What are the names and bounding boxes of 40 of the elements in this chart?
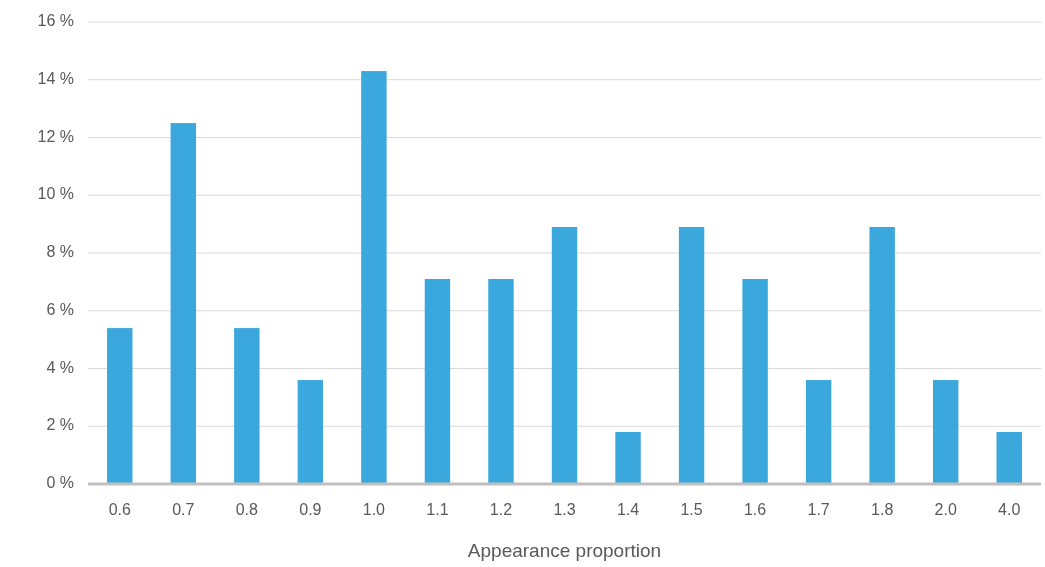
bar bbox=[932, 380, 959, 484]
x-axis-title: Appearance proportion bbox=[467, 540, 662, 561]
y-tick-label: 4 % bbox=[46, 358, 74, 376]
x-tick-label: 1.2 bbox=[489, 501, 513, 518]
y-tick-label: 0 % bbox=[46, 474, 74, 492]
x-tick-label: 0.6 bbox=[108, 501, 131, 518]
bar bbox=[424, 278, 451, 484]
bar bbox=[742, 278, 768, 484]
y-tick-label: 6 % bbox=[46, 300, 74, 318]
x-tick-label: 1.7 bbox=[807, 501, 830, 518]
x-tick-label: 1.0 bbox=[362, 501, 386, 518]
x-tick-label: 0.9 bbox=[299, 501, 322, 518]
bar bbox=[996, 432, 1022, 484]
bar bbox=[234, 328, 260, 484]
y-tick-label: 2 % bbox=[46, 416, 74, 434]
x-tick-label: 2.0 bbox=[934, 501, 957, 518]
bar bbox=[297, 380, 324, 484]
bar bbox=[107, 328, 133, 484]
bar bbox=[551, 227, 578, 484]
y-tick-label: 12 % bbox=[37, 127, 74, 145]
x-tick-label: 1.3 bbox=[553, 501, 576, 518]
x-tick-label: 1.8 bbox=[871, 501, 894, 518]
bar bbox=[678, 227, 705, 484]
bar bbox=[869, 227, 895, 484]
x-tick-label: 1.1 bbox=[426, 501, 449, 518]
x-tick-label: 1.5 bbox=[680, 501, 703, 518]
y-tick-label: 10 % bbox=[37, 185, 74, 203]
bar bbox=[488, 278, 514, 484]
bar bbox=[170, 123, 197, 484]
bar bbox=[361, 71, 387, 484]
x-tick-label: 1.6 bbox=[743, 501, 767, 518]
x-tick-label: 4.0 bbox=[998, 501, 1021, 518]
bar bbox=[615, 432, 641, 484]
x-tick-label: 0.7 bbox=[172, 501, 195, 518]
x-tick-label: 0.8 bbox=[235, 501, 259, 518]
y-tick-label: 16 % bbox=[37, 12, 74, 30]
y-tick-label: 8 % bbox=[46, 243, 74, 261]
y-tick-label: 14 % bbox=[37, 69, 74, 87]
bar bbox=[805, 380, 832, 484]
x-tick-label: 1.4 bbox=[616, 501, 640, 518]
